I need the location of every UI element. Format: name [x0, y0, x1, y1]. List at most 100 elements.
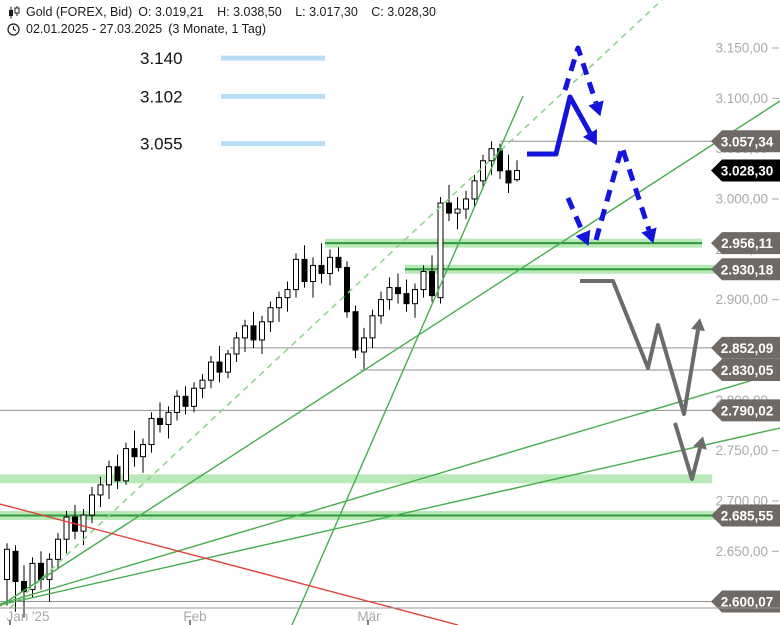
price-alert-tag[interactable]: 2.956,11 [711, 232, 780, 255]
candle [4, 543, 10, 606]
candle [199, 374, 206, 399]
level-lines[interactable] [0, 140, 715, 603]
y-axis-label: 2.650,00 [715, 544, 768, 559]
candle [114, 454, 121, 489]
svg-text:2.852,09: 2.852,09 [721, 341, 774, 356]
close-value: C: 3.028,30 [371, 5, 436, 19]
price-alert-tag[interactable]: 3.057,34 [711, 130, 780, 153]
candle [420, 265, 427, 298]
price-alert-tag[interactable]: 2.930,18 [711, 258, 780, 281]
y-axis-label: 3.150,00 [715, 41, 768, 56]
svg-text:2.930,18: 2.930,18 [721, 262, 774, 277]
candlestick-icon [7, 6, 20, 19]
candle [276, 291, 282, 322]
candle [412, 283, 418, 318]
candle [182, 386, 189, 415]
candle [386, 277, 393, 310]
candle [123, 442, 129, 485]
candle [335, 247, 342, 272]
clock-icon [7, 23, 20, 36]
high-value: H: 3.038,50 [217, 5, 282, 19]
open-value: O: 3.019,21 [138, 5, 204, 19]
candle [131, 430, 138, 467]
blue-scenario-arrows[interactable] [527, 45, 657, 246]
candle [259, 315, 265, 355]
candle [301, 245, 308, 288]
date-range: 02.01.2025 - 27.03.2025 [26, 22, 163, 36]
green-trendline[interactable] [0, 427, 780, 606]
period-label: (3 Monate, 1 Tag) [168, 22, 266, 36]
candle [429, 255, 435, 302]
gray-projection-arrows[interactable] [580, 279, 707, 481]
green-trendline[interactable] [9, 0, 663, 609]
green-trendline[interactable] [0, 100, 780, 607]
candle [505, 154, 512, 193]
price-tags[interactable]: 3.057,34 3.028,30 2.956,11 2.930,18 2.852,09… [711, 130, 780, 613]
candle [191, 382, 197, 413]
svg-text:2.685,55: 2.685,55 [721, 509, 774, 524]
svg-text:2.830,05: 2.830,05 [721, 363, 774, 378]
svg-text:3.057,34: 3.057,34 [721, 134, 774, 149]
price-alert-tag[interactable]: 2.600,07 [711, 590, 780, 613]
candle [463, 190, 469, 220]
x-axis-label: Jan '25 [6, 609, 49, 624]
candle [38, 551, 44, 590]
candle [446, 184, 452, 222]
candle [514, 160, 520, 182]
candle [471, 174, 478, 208]
svg-text:2.790,02: 2.790,02 [721, 403, 774, 418]
candle [106, 460, 112, 499]
measure-label: 3.055 [140, 135, 183, 154]
candle [403, 279, 410, 312]
candle [148, 412, 155, 453]
candle [284, 281, 291, 312]
candle [89, 486, 95, 524]
candle [165, 406, 172, 439]
price-alert-tag[interactable]: 2.852,09 [711, 336, 780, 359]
svg-text:2.956,11: 2.956,11 [721, 236, 773, 251]
candle [267, 301, 274, 332]
y-axis-label: 2.750,00 [715, 443, 768, 458]
candle [242, 319, 248, 352]
candle [21, 565, 27, 618]
candlesticks-layer [4, 141, 520, 618]
green-trendline[interactable] [0, 371, 780, 605]
y-axis-label: 2.900,00 [715, 292, 768, 307]
candle [310, 257, 316, 298]
green-trendline[interactable] [291, 95, 524, 625]
candle [327, 249, 333, 286]
candle [395, 273, 401, 304]
chart-header: Gold (FOREX, Bid) O: 3.019,21 H: 3.038,5… [7, 5, 446, 37]
candle [344, 261, 350, 318]
candle [97, 476, 104, 508]
candle [352, 305, 359, 359]
price-alert-tag[interactable]: 2.685,55 [711, 504, 780, 527]
svg-text:3.028,30: 3.028,30 [721, 164, 774, 179]
x-axis: Jan '25 Feb Mär [0, 607, 780, 625]
candle [225, 349, 231, 379]
price-alert-tag[interactable]: 2.830,05 [711, 359, 780, 382]
measure-lines[interactable]: 3.140 3.102 3.055 [140, 49, 325, 154]
candle [72, 504, 78, 540]
candle [63, 511, 70, 554]
candle [378, 291, 384, 324]
ohlc-values: O: 3.019,21 H: 3.038,50 L: 3.017,30 C: 3… [138, 5, 446, 20]
candle [29, 557, 36, 598]
measure-label: 3.140 [140, 49, 183, 68]
instrument-name: Gold (FOREX, Bid) [26, 5, 133, 19]
candle [208, 356, 214, 389]
last-price-tag[interactable]: 3.028,30 [711, 159, 780, 182]
candle [318, 243, 325, 284]
low-value: L: 3.017,30 [295, 5, 358, 19]
candle [233, 331, 240, 363]
price-alert-tag[interactable]: 2.790,02 [711, 399, 780, 422]
red-trendline[interactable] [0, 503, 459, 625]
candle [369, 309, 376, 348]
candle [480, 154, 486, 189]
measure-label: 3.102 [140, 87, 183, 106]
x-axis-label: Mär [357, 609, 381, 624]
candle [157, 402, 163, 433]
